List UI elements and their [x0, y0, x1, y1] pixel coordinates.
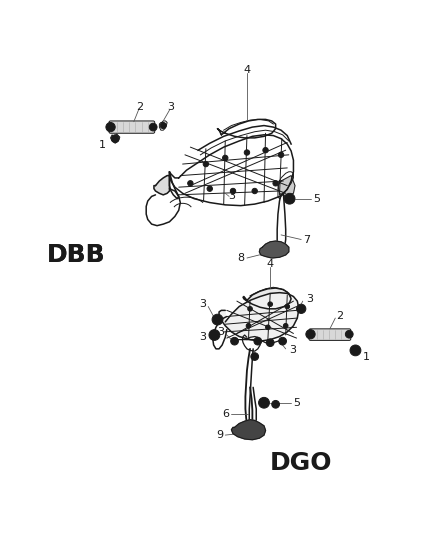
- Circle shape: [284, 193, 295, 204]
- Circle shape: [208, 188, 211, 190]
- Circle shape: [283, 324, 288, 328]
- Circle shape: [207, 186, 212, 191]
- Circle shape: [267, 326, 269, 328]
- Circle shape: [211, 332, 218, 338]
- Circle shape: [285, 304, 290, 309]
- Circle shape: [223, 155, 228, 160]
- Circle shape: [233, 340, 236, 343]
- Polygon shape: [278, 175, 295, 196]
- Text: 3: 3: [200, 332, 207, 342]
- Circle shape: [299, 306, 304, 311]
- Text: 2: 2: [137, 102, 144, 112]
- Text: 1: 1: [363, 352, 370, 361]
- Circle shape: [263, 401, 265, 404]
- Circle shape: [212, 314, 223, 325]
- Circle shape: [251, 353, 258, 360]
- Circle shape: [224, 157, 226, 159]
- Circle shape: [244, 150, 250, 155]
- Circle shape: [350, 345, 361, 356]
- Circle shape: [214, 317, 221, 322]
- Circle shape: [256, 340, 259, 343]
- Circle shape: [216, 318, 219, 321]
- Circle shape: [113, 137, 117, 140]
- Circle shape: [111, 135, 119, 142]
- Circle shape: [209, 329, 220, 341]
- Text: 4: 4: [267, 259, 274, 269]
- Text: 5: 5: [293, 398, 300, 408]
- Circle shape: [230, 188, 236, 193]
- Circle shape: [286, 305, 288, 308]
- Circle shape: [274, 403, 277, 406]
- Text: 1: 1: [99, 140, 106, 150]
- Circle shape: [149, 123, 157, 131]
- Circle shape: [189, 182, 191, 184]
- Circle shape: [269, 303, 271, 305]
- Circle shape: [160, 123, 166, 128]
- Circle shape: [272, 400, 279, 408]
- Text: 2: 2: [336, 311, 343, 321]
- Circle shape: [254, 337, 261, 345]
- Text: DGO: DGO: [270, 451, 332, 475]
- Text: 8: 8: [237, 253, 245, 263]
- Circle shape: [273, 181, 278, 186]
- Circle shape: [106, 123, 115, 132]
- Circle shape: [247, 325, 249, 327]
- Circle shape: [279, 337, 286, 345]
- Text: DBB: DBB: [47, 243, 106, 267]
- Circle shape: [203, 161, 208, 167]
- Text: 3: 3: [217, 327, 224, 337]
- Text: 3: 3: [200, 299, 207, 309]
- Text: 9: 9: [216, 430, 224, 440]
- Text: 3: 3: [167, 102, 174, 112]
- Circle shape: [254, 190, 256, 192]
- Circle shape: [275, 182, 277, 184]
- Circle shape: [248, 306, 252, 311]
- Circle shape: [278, 152, 284, 158]
- FancyBboxPatch shape: [109, 121, 155, 133]
- Text: DBB: DBB: [47, 243, 106, 267]
- Circle shape: [231, 337, 238, 345]
- Circle shape: [281, 340, 284, 343]
- Circle shape: [205, 163, 207, 165]
- Circle shape: [286, 196, 293, 202]
- Circle shape: [249, 308, 251, 310]
- Circle shape: [213, 334, 215, 336]
- Polygon shape: [231, 419, 265, 440]
- Circle shape: [252, 188, 258, 193]
- FancyBboxPatch shape: [309, 329, 351, 341]
- Text: 4: 4: [244, 65, 251, 75]
- Circle shape: [297, 304, 306, 313]
- Polygon shape: [243, 288, 291, 309]
- Text: 6: 6: [222, 409, 229, 419]
- Circle shape: [265, 325, 270, 329]
- Circle shape: [266, 339, 274, 346]
- Circle shape: [258, 398, 269, 408]
- Circle shape: [187, 181, 193, 186]
- Polygon shape: [259, 241, 289, 258]
- Circle shape: [346, 330, 353, 338]
- Circle shape: [263, 148, 268, 153]
- Circle shape: [253, 355, 256, 358]
- Text: 7: 7: [303, 235, 310, 245]
- Polygon shape: [219, 293, 299, 341]
- Text: 3: 3: [228, 191, 235, 201]
- Circle shape: [354, 349, 357, 352]
- Polygon shape: [154, 175, 170, 195]
- Circle shape: [288, 198, 291, 200]
- Circle shape: [306, 329, 315, 339]
- Circle shape: [265, 149, 267, 151]
- Circle shape: [261, 400, 267, 406]
- Circle shape: [285, 325, 286, 327]
- Circle shape: [268, 302, 272, 306]
- Text: 3: 3: [289, 345, 296, 356]
- Text: 5: 5: [313, 193, 320, 204]
- Circle shape: [246, 324, 251, 328]
- Circle shape: [353, 348, 358, 353]
- Circle shape: [268, 341, 272, 344]
- Circle shape: [280, 154, 282, 156]
- Circle shape: [246, 151, 248, 154]
- Circle shape: [232, 190, 234, 192]
- Text: 3: 3: [307, 294, 314, 304]
